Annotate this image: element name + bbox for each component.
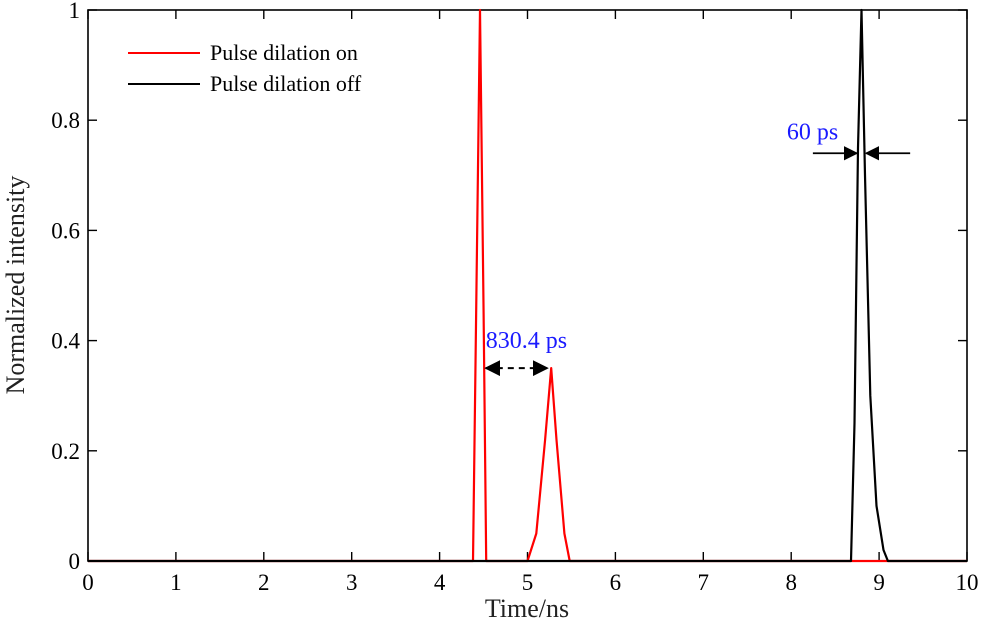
annotation-830ps-label: 830.4 ps — [486, 328, 567, 354]
y-tick-label: 1 — [69, 0, 81, 23]
x-tick-label: 0 — [82, 570, 94, 595]
plot-area — [87, 9, 968, 562]
series-line-dilation-on — [88, 8, 967, 563]
y-axis-label: Normalized intensity — [1, 176, 30, 395]
x-tick-label: 1 — [170, 570, 182, 595]
legend: Pulse dilation on Pulse dilation off — [128, 40, 362, 96]
x-tick-label: 7 — [698, 570, 710, 595]
x-tick-label: 9 — [873, 570, 885, 595]
annotation-830ps: 830.4 ps — [484, 328, 567, 377]
x-axis-label: Time/ns — [485, 594, 569, 621]
x-tick-label: 5 — [522, 570, 534, 595]
x-axis: 0 1 2 3 4 5 6 7 8 9 10 — [82, 10, 979, 595]
x-tick-label: 2 — [258, 570, 270, 595]
x-tick-label: 10 — [956, 570, 979, 595]
annotation-60ps: 60 ps — [787, 119, 911, 161]
x-tick-label: 6 — [610, 570, 622, 595]
x-tick-label: 4 — [434, 570, 446, 595]
x-tick-label: 8 — [785, 570, 797, 595]
y-tick-label: 0.2 — [51, 439, 80, 464]
y-tick-label: 0 — [69, 549, 81, 574]
y-tick-label: 0.4 — [51, 329, 80, 354]
y-tick-label: 0.6 — [51, 218, 80, 243]
y-tick-label: 0.8 — [51, 108, 80, 133]
series-line-dilation-off — [88, 8, 967, 563]
x-tick-label: 3 — [346, 570, 358, 595]
annotation-60ps-label: 60 ps — [787, 119, 838, 145]
series-layer — [88, 8, 967, 563]
y-axis: 0 0.2 0.4 0.6 0.8 1 — [51, 0, 967, 574]
legend-label-dilation-off: Pulse dilation off — [210, 71, 362, 96]
legend-label-dilation-on: Pulse dilation on — [210, 40, 358, 65]
